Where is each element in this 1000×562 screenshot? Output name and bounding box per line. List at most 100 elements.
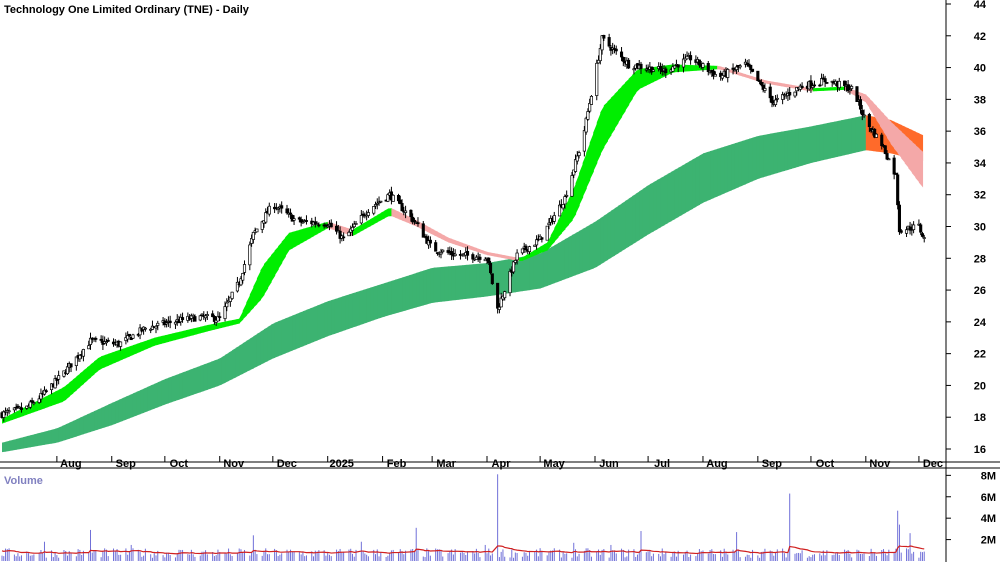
short-band-segment	[299, 228, 304, 245]
long-band-segment	[196, 365, 201, 394]
short-band-segment	[62, 385, 67, 402]
candle-body	[379, 200, 383, 203]
short-band-segment	[575, 173, 580, 215]
long-band-segment	[9, 439, 14, 451]
long-band-segment	[331, 298, 336, 335]
long-band-segment	[763, 134, 768, 178]
long-band-segment	[299, 311, 304, 348]
long-band-segment	[568, 235, 573, 278]
long-band-segment	[656, 178, 662, 230]
long-band-segment	[812, 125, 817, 163]
candle-body	[65, 366, 70, 375]
candle-body	[104, 341, 108, 344]
long-band-segment	[44, 430, 49, 445]
long-band-segment	[203, 363, 208, 391]
candle-body	[53, 378, 57, 389]
candle-body	[404, 210, 408, 213]
short-band-segment	[317, 223, 322, 235]
candle-body	[920, 233, 925, 237]
short-band-segment	[171, 332, 177, 341]
candle-body	[614, 48, 618, 52]
candle-body	[706, 62, 710, 72]
short-band-segment	[610, 93, 616, 136]
candle-body	[251, 231, 255, 240]
price-candles	[0, 33, 926, 422]
short-band-segment	[278, 241, 283, 270]
long-band-segment	[833, 120, 839, 158]
long-band-segment	[164, 377, 169, 405]
candle-body	[552, 215, 556, 222]
short-band-segment	[685, 64, 690, 72]
candle-body	[366, 212, 370, 216]
long-band-segment	[104, 404, 109, 428]
long-band-segment	[607, 210, 612, 261]
long-band-segment	[862, 115, 867, 152]
long-band-segment	[136, 390, 141, 416]
candle-body	[533, 244, 537, 247]
long-band-segment	[161, 379, 166, 406]
candle-body	[596, 59, 601, 64]
short-band-segment	[497, 253, 502, 258]
short-band-segment	[189, 328, 194, 337]
long-band-segment	[288, 315, 293, 352]
long-band-segment	[660, 175, 665, 228]
long-band-segment	[246, 338, 251, 372]
short-band-segment	[812, 87, 817, 92]
long-band-segment	[363, 288, 368, 324]
long-band-segment	[791, 129, 796, 169]
candle-body	[883, 145, 887, 154]
candle-body	[250, 238, 254, 244]
candle-body	[681, 58, 686, 68]
candle-body	[563, 196, 567, 205]
long-band-segment	[419, 270, 424, 307]
short-band-segment	[766, 80, 771, 85]
long-band-segment	[745, 138, 750, 185]
candle-body	[735, 66, 739, 70]
short-band-segment	[217, 322, 223, 329]
candle-body	[342, 236, 346, 239]
candle-body	[651, 69, 655, 72]
long-band-segment	[628, 196, 633, 247]
short-band-segment	[118, 348, 123, 362]
candle-body	[434, 242, 438, 252]
candle-body	[375, 202, 379, 205]
short-band-segment	[196, 326, 201, 335]
month-tick-label: Oct	[170, 458, 189, 470]
short-band-segment	[918, 148, 924, 188]
long-band-segment	[586, 224, 591, 272]
candle-body	[572, 169, 576, 176]
candle-body	[439, 252, 443, 255]
candle-body	[759, 82, 763, 86]
short-band-segment	[791, 84, 796, 89]
price-tick-label: 28	[974, 253, 986, 265]
candle-body	[400, 203, 404, 212]
long-band-segment	[30, 434, 35, 448]
long-band-segment	[437, 267, 442, 303]
candle-body	[763, 88, 767, 91]
price-tick-label: 18	[974, 412, 986, 424]
long-band-segment	[805, 126, 810, 165]
long-band-segment	[278, 319, 283, 357]
candle-body	[922, 237, 926, 239]
candle-body	[411, 216, 415, 223]
short-band-segment	[260, 264, 265, 300]
short-band-segment	[819, 87, 824, 91]
candle-body	[14, 406, 18, 409]
candle-body	[896, 174, 900, 206]
month-tick-label: Dec	[923, 458, 943, 470]
long-band-segment	[515, 257, 520, 293]
candle-body	[823, 78, 827, 83]
price-tick-label: 42	[974, 31, 986, 43]
candle-body	[897, 204, 901, 233]
long-band-segment	[168, 376, 173, 404]
short-band-segment	[511, 256, 516, 261]
short-band-segment	[394, 209, 400, 220]
short-band-segment	[589, 132, 594, 181]
short-band-segment	[444, 235, 449, 243]
candle-body	[211, 313, 215, 318]
short-band-segment	[115, 350, 120, 363]
long-band-segment	[409, 274, 414, 310]
candle-body	[131, 334, 135, 339]
long-band-segment	[451, 265, 456, 301]
short-band-segment	[72, 376, 77, 394]
